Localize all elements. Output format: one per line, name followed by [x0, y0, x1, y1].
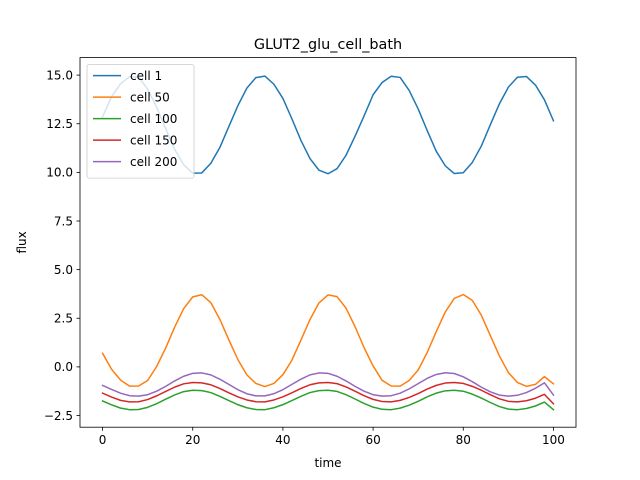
- legend-box: [86, 64, 195, 179]
- y-tick-label: 5.0: [54, 263, 73, 277]
- series-line-5: [101, 371, 555, 397]
- y-axis: −2.5 0.0 2.5 5.0 7.5 10.0 12.5 15.0: [44, 68, 80, 423]
- y-tick-label: 0.0: [54, 360, 73, 374]
- x-tick-label: 0: [99, 433, 107, 447]
- y-tick-label: 7.5: [54, 214, 73, 228]
- y-tick-label: 15.0: [46, 68, 73, 82]
- x-tick-label: 40: [275, 433, 290, 447]
- y-tick-label: 10.0: [46, 166, 73, 180]
- y-tick-label: −2.5: [44, 409, 73, 423]
- legend-label-3: cell 100: [130, 112, 177, 126]
- legend: cell 1 cell 50 cell 100 cell 150 cell 200: [86, 64, 195, 179]
- x-tick-label: 60: [365, 433, 380, 447]
- axes-frame: [79, 57, 577, 428]
- legend-label-5: cell 200: [130, 155, 177, 169]
- x-tick-label: 20: [185, 433, 200, 447]
- legend-label-1: cell 1: [130, 69, 162, 83]
- series-line-2: [101, 293, 555, 388]
- x-tick-label: 100: [542, 433, 565, 447]
- y-axis-label: flux: [15, 231, 29, 253]
- x-axis-label: time: [314, 456, 341, 470]
- x-axis: 0 20 40 60 80 100: [99, 427, 565, 447]
- legend-label-4: cell 150: [130, 133, 177, 147]
- chart-title: GLUT2_glu_cell_bath: [254, 37, 402, 53]
- y-tick-label: 12.5: [46, 117, 73, 131]
- series-line-4: [101, 381, 555, 405]
- x-tick-label: 80: [456, 433, 471, 447]
- y-tick-label: 2.5: [54, 312, 73, 326]
- legend-label-2: cell 50: [130, 90, 170, 104]
- series-line-3: [101, 389, 555, 411]
